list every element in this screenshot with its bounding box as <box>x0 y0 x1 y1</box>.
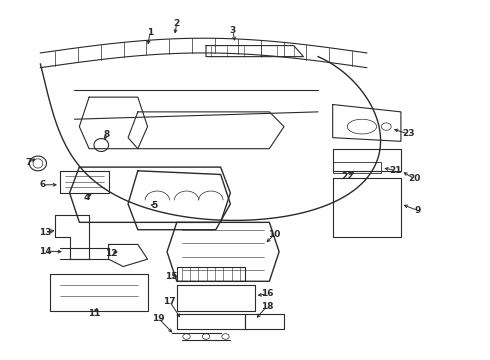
Text: 3: 3 <box>230 26 236 35</box>
Text: 19: 19 <box>152 314 165 323</box>
Text: 10: 10 <box>268 230 280 239</box>
Text: 18: 18 <box>261 302 273 311</box>
Text: 16: 16 <box>261 289 273 298</box>
Text: 2: 2 <box>173 19 180 28</box>
Text: 21: 21 <box>389 166 401 175</box>
Text: 7: 7 <box>25 158 31 167</box>
Text: 23: 23 <box>402 130 415 139</box>
Text: 4: 4 <box>83 193 90 202</box>
Text: 6: 6 <box>40 180 46 189</box>
Text: 9: 9 <box>415 206 421 215</box>
Text: 17: 17 <box>163 297 176 306</box>
Text: 8: 8 <box>103 130 109 139</box>
Text: 12: 12 <box>105 249 117 258</box>
Text: 1: 1 <box>147 28 153 37</box>
Text: 22: 22 <box>341 172 354 181</box>
Text: 11: 11 <box>88 309 100 318</box>
Text: 13: 13 <box>39 228 51 237</box>
Text: 14: 14 <box>39 247 51 256</box>
Text: 5: 5 <box>152 201 158 210</box>
Text: 20: 20 <box>408 174 421 183</box>
Text: 15: 15 <box>165 273 177 282</box>
